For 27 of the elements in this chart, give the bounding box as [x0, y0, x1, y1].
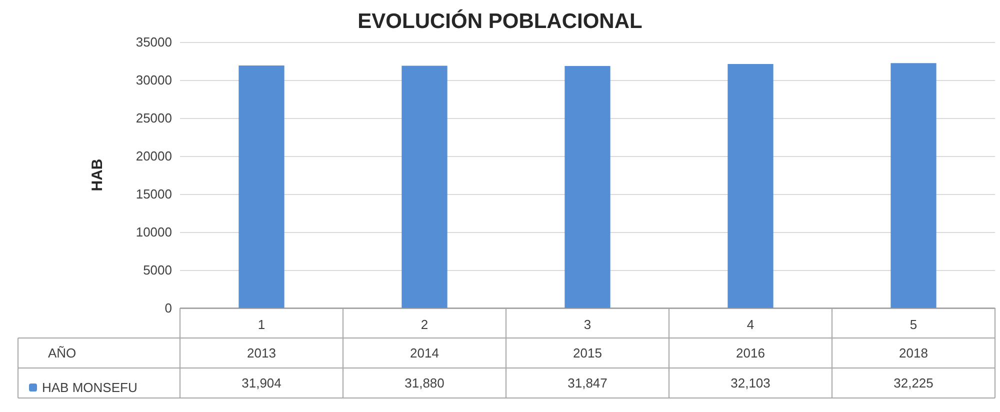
x-tick-label: 1	[258, 317, 266, 332]
text: 2018	[899, 346, 928, 360]
y-tick-label: 0	[164, 300, 172, 316]
data-label: 32,103	[730, 376, 770, 390]
y-tick-label: 15000	[136, 186, 172, 202]
x-tick-label: 5	[910, 317, 918, 332]
chart-title: EVOLUCIÓN POBLACIONAL	[358, 9, 643, 33]
text: 2013	[247, 346, 276, 360]
y-tick-label: 35000	[136, 34, 172, 50]
y-tick-label: 20000	[136, 148, 172, 164]
y-tick-label: 25000	[136, 110, 172, 126]
data-label: 32,225	[894, 376, 934, 390]
x-tick-label: 2	[420, 317, 428, 332]
data-label: 31,904	[242, 376, 282, 390]
y-axis-title: HAB	[89, 158, 106, 192]
y-tick-label: 10000	[136, 224, 172, 240]
text: AÑO	[48, 346, 76, 360]
x-tick-label: 4	[746, 317, 754, 332]
data-label: 31,847	[568, 376, 608, 390]
y-tick-label: 30000	[136, 72, 172, 88]
data-label: 31,880	[404, 376, 444, 390]
text: 2014	[410, 346, 439, 360]
text: 2015	[573, 346, 602, 360]
text: 2016	[736, 346, 765, 360]
x-tick-label: 3	[584, 317, 592, 332]
legend-label: HAB MONSEFU	[42, 380, 138, 395]
y-tick-label: 5000	[143, 262, 172, 278]
